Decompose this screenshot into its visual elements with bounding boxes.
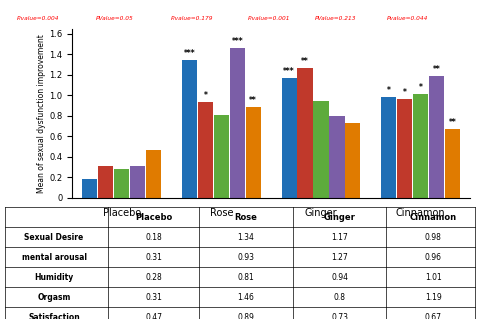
Text: PValue=0.213: PValue=0.213 <box>315 16 357 21</box>
Bar <box>98 166 113 198</box>
Text: Humidity: Humidity <box>35 273 73 282</box>
Text: Placebo: Placebo <box>135 213 172 222</box>
Bar <box>298 68 312 198</box>
Text: **: ** <box>250 95 257 105</box>
Bar <box>329 116 345 198</box>
Text: 1.27: 1.27 <box>331 253 348 262</box>
Text: 0.18: 0.18 <box>145 233 162 242</box>
Bar <box>130 166 145 198</box>
Bar <box>230 48 245 198</box>
Text: 0.89: 0.89 <box>238 313 254 319</box>
Text: 0.81: 0.81 <box>238 273 254 282</box>
Text: 1.01: 1.01 <box>425 273 442 282</box>
Text: P.value=0.001: P.value=0.001 <box>248 16 290 21</box>
Bar <box>83 179 97 198</box>
Text: *: * <box>204 92 207 100</box>
Text: P.value=0.004: P.value=0.004 <box>17 16 60 21</box>
Bar <box>397 100 412 198</box>
Bar <box>413 94 428 198</box>
Text: 0.31: 0.31 <box>145 293 162 302</box>
Bar <box>381 97 396 198</box>
Text: 1.17: 1.17 <box>331 233 348 242</box>
Y-axis label: Mean of sexual dysfunction improvement: Mean of sexual dysfunction improvement <box>37 34 46 193</box>
Text: 0.31: 0.31 <box>145 253 162 262</box>
Bar <box>345 123 360 198</box>
Text: Orgasm: Orgasm <box>37 293 71 302</box>
Text: ***: *** <box>283 67 295 76</box>
Text: P.value=0.179: P.value=0.179 <box>171 16 213 21</box>
Text: ***: *** <box>231 37 243 46</box>
Text: 0.98: 0.98 <box>425 233 442 242</box>
Text: *: * <box>387 86 391 95</box>
Text: 0.67: 0.67 <box>425 313 442 319</box>
Bar <box>282 78 297 198</box>
Bar <box>182 61 197 198</box>
Bar <box>246 107 261 198</box>
Text: 1.19: 1.19 <box>425 293 442 302</box>
Bar <box>114 169 130 198</box>
Text: Ginger: Ginger <box>324 213 356 222</box>
Text: Pvalue=0.044: Pvalue=0.044 <box>387 16 429 21</box>
Text: PValue=0.05: PValue=0.05 <box>96 16 134 21</box>
Text: 0.93: 0.93 <box>238 253 254 262</box>
Text: Rose: Rose <box>235 213 257 222</box>
Text: Sexual Desire: Sexual Desire <box>24 233 84 242</box>
Text: **: ** <box>449 118 456 127</box>
Bar <box>445 129 460 198</box>
Text: Cinnamon: Cinnamon <box>409 213 457 222</box>
Text: 0.94: 0.94 <box>331 273 348 282</box>
Text: *: * <box>403 88 407 97</box>
Bar <box>313 101 329 198</box>
Text: **: ** <box>432 65 441 74</box>
Bar <box>214 115 229 198</box>
Text: **: ** <box>301 56 309 66</box>
Text: 1.46: 1.46 <box>238 293 254 302</box>
Text: 0.73: 0.73 <box>331 313 348 319</box>
Text: Satisfaction: Satisfaction <box>28 313 80 319</box>
Text: 1.34: 1.34 <box>238 233 254 242</box>
Text: mental arousal: mental arousal <box>22 253 86 262</box>
Bar <box>146 150 161 198</box>
Bar <box>429 76 444 198</box>
Text: 0.28: 0.28 <box>145 273 162 282</box>
Text: 0.8: 0.8 <box>334 293 346 302</box>
Text: *: * <box>419 83 422 92</box>
Text: ***: *** <box>184 49 195 58</box>
Text: 0.96: 0.96 <box>425 253 442 262</box>
Bar <box>198 102 213 198</box>
Text: 0.47: 0.47 <box>145 313 162 319</box>
